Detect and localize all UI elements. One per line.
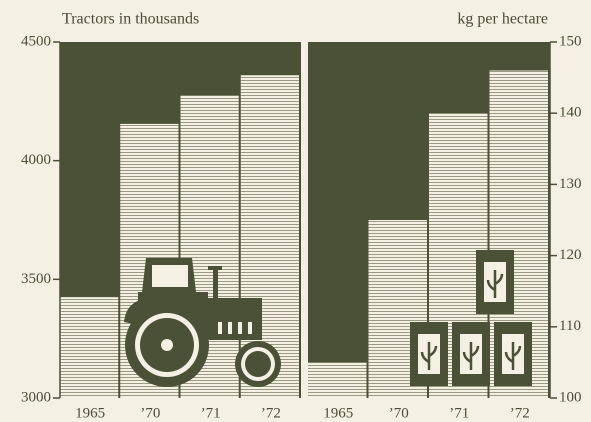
x-tick-label: ’72 — [261, 405, 281, 421]
y-tick-label: 100 — [559, 389, 582, 405]
x-tick-label: 1965 — [323, 405, 353, 421]
x-tick-label: ’70 — [140, 405, 160, 421]
y-tick-label: 130 — [559, 176, 582, 192]
y-tick-label: 120 — [559, 247, 582, 263]
y-tick-label: 4500 — [21, 33, 51, 49]
chart: 1965 ’70 ’71 ’72 3000 3500 4000 4500 Tractors in… — [0, 0, 591, 422]
x-tick-label: ’71 — [449, 405, 469, 421]
x-tick-label: ’70 — [389, 405, 409, 421]
y-tick-label: 110 — [559, 318, 581, 334]
y-tick-label: 3000 — [21, 389, 51, 405]
x-tick-label: 1965 — [75, 405, 105, 421]
y-tick-label: 3500 — [21, 271, 51, 287]
y-tick-label: 4000 — [21, 152, 51, 168]
y-tick-label: 150 — [559, 33, 582, 49]
y-tick-label: 140 — [559, 105, 582, 121]
y-axis-label: kg per hectare — [457, 11, 548, 28]
bar — [60, 297, 118, 398]
x-tick-label: ’71 — [201, 405, 221, 421]
x-tick-label: ’72 — [510, 405, 530, 421]
bar — [308, 362, 367, 398]
y-axis-label: Tractors in thousands — [62, 11, 199, 28]
